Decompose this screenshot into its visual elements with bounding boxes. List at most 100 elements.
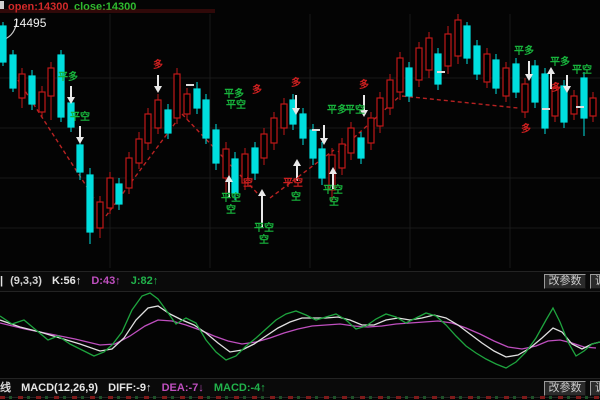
kdj-line-j	[0, 292, 600, 369]
candle-body	[367, 117, 375, 144]
candle-body	[531, 65, 539, 103]
signal-arrow-head	[292, 108, 300, 115]
doji-dash	[312, 129, 320, 131]
macd-prefix: 线	[0, 382, 11, 394]
signal-label: 平多	[224, 87, 244, 100]
change-params-button[interactable]: 改参数	[544, 381, 586, 396]
clipped-indicator-name: |	[0, 275, 4, 287]
candle-body	[405, 67, 413, 97]
signal-label: 多	[252, 83, 262, 96]
macd-diff-value: DIFF:-9↑	[108, 382, 152, 394]
signal-label: 多	[291, 76, 301, 89]
candle-body	[173, 73, 181, 119]
candle-body	[454, 19, 462, 57]
candle-body	[9, 54, 17, 89]
signal-label: 多	[359, 78, 369, 91]
clipped-right-button[interactable]: 调	[590, 274, 600, 289]
candle-body	[270, 117, 278, 144]
doji-dash	[576, 106, 584, 108]
signal-label: 平空	[226, 98, 246, 111]
doji-dash	[186, 84, 194, 86]
candle-body	[144, 113, 152, 144]
candle-body	[444, 33, 452, 67]
signal-label: 平空	[254, 221, 274, 234]
candle-body	[357, 137, 365, 159]
candle-body	[125, 157, 133, 189]
candle-body	[47, 67, 55, 97]
candle-body	[222, 148, 230, 179]
signal-label: 空	[329, 195, 339, 208]
signal-label: 平多	[327, 103, 347, 116]
candle-body	[473, 45, 481, 75]
candle-body	[106, 177, 114, 209]
signal-label: 多	[521, 122, 531, 135]
candle-body	[18, 73, 26, 99]
signal-label: 平空	[572, 63, 592, 76]
candle-body	[299, 113, 307, 139]
signal-arrow-head	[547, 67, 555, 74]
candle-body	[28, 75, 36, 105]
candle-body	[338, 143, 346, 169]
macd-macd-value: MACD:-4↑	[213, 382, 266, 394]
candle-body	[318, 148, 326, 179]
kdj-params: (9,3,3)	[10, 275, 42, 287]
candle-body	[76, 144, 84, 173]
signal-arrow-head	[329, 167, 337, 174]
candle-body	[396, 57, 404, 93]
candle-body	[434, 53, 442, 85]
signal-label: 多	[551, 81, 561, 94]
clipped-right-button[interactable]: 调	[590, 381, 600, 396]
open-value: open:14300	[8, 1, 69, 13]
trend-dashed-line	[401, 95, 519, 109]
price-label: 14495	[13, 16, 47, 30]
top-status-bar: open:14300 close:14300	[0, 0, 600, 14]
signal-label: 平空	[70, 110, 90, 123]
signal-label: 平多	[550, 55, 570, 68]
signal-label: 平空	[221, 191, 241, 204]
candle-body	[589, 97, 597, 117]
close-value: close:14300	[74, 1, 137, 13]
signal-arrow-head	[320, 138, 328, 145]
candle-body	[154, 99, 162, 129]
macd-dea-value: DEA:-7↓	[161, 382, 204, 394]
candle-body	[38, 91, 46, 113]
candle-body	[0, 25, 7, 63]
candle-body	[580, 77, 588, 119]
candle-body	[570, 95, 578, 115]
signal-label: 平空	[323, 183, 343, 196]
kdj-status-bar: | (9,3,3) K:56↑ D:43↑ J:82↑ 改参数 调	[0, 271, 600, 292]
candle-body	[193, 88, 201, 109]
signal-label: 平多	[58, 70, 78, 83]
signal-arrow-head	[258, 189, 266, 196]
candle-body	[463, 25, 471, 59]
candle-body	[347, 127, 355, 154]
candle-body	[260, 133, 268, 159]
signal-arrow-head	[154, 86, 162, 93]
kdj-j-value: J:82↑	[130, 275, 159, 287]
candle-body	[212, 129, 220, 164]
candle-body	[386, 79, 394, 109]
candle-body	[512, 63, 520, 93]
candle-body	[483, 53, 491, 83]
macd-status-bar: 线 MACD(12,26,9) DIFF:-9↑ DEA:-7↓ MACD:-4…	[0, 378, 600, 398]
signal-label: 平空	[345, 103, 365, 116]
signal-label: 空	[259, 233, 269, 246]
candle-body	[183, 93, 191, 115]
kdj-k-value: K:56↑	[51, 275, 82, 287]
candle-body	[521, 83, 529, 113]
doji-dash	[542, 108, 550, 110]
kdj-line-d	[0, 319, 597, 350]
candle-body	[115, 183, 123, 205]
change-params-button[interactable]: 改参数	[544, 274, 586, 289]
candle-body	[164, 109, 172, 134]
candle-body	[280, 103, 288, 129]
candle-body	[86, 174, 94, 233]
signal-label: 空	[243, 176, 253, 189]
candle-body	[241, 153, 249, 184]
candle-body	[502, 67, 510, 97]
candle-body	[376, 97, 384, 127]
kdj-line-k	[0, 305, 600, 358]
signal-arrow-head	[293, 159, 301, 166]
signal-label: 平空	[283, 176, 303, 189]
